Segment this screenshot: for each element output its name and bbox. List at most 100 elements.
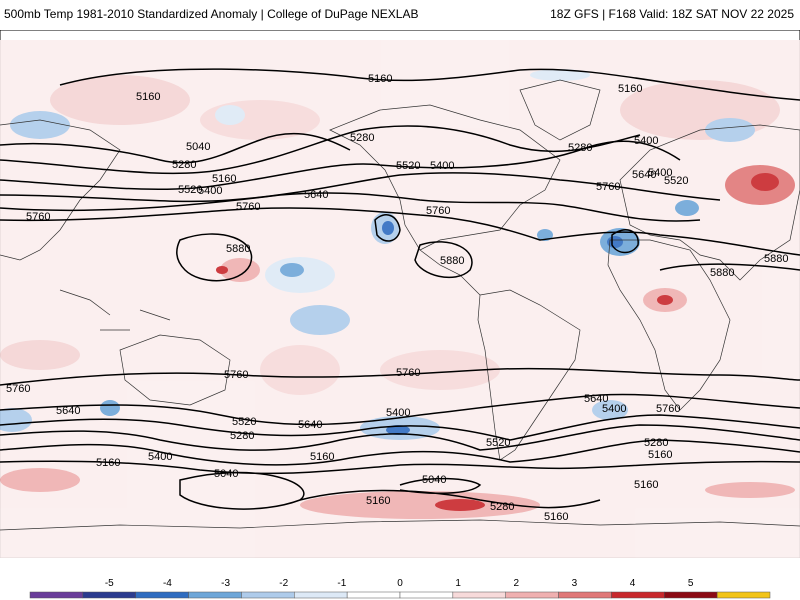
label-5160: 5160 [212, 173, 236, 185]
label-5760: 5760 [6, 383, 30, 395]
label-5040: 5040 [186, 141, 210, 153]
map-title: 500mb Temp 1981-2010 Standardized Anomal… [4, 7, 419, 21]
colorbar-tick-label: 5 [688, 578, 694, 589]
label-5280: 5280 [644, 437, 668, 449]
contour-5400-south [0, 424, 800, 451]
contour-5040-north [0, 132, 351, 164]
contour-5760-south [0, 367, 800, 386]
contour-low-pacific [374, 214, 401, 242]
label-5520: 5520 [486, 437, 510, 449]
colorbar-tick-label: -4 [163, 578, 172, 589]
label-5880: 5880 [440, 255, 464, 267]
label-5400: 5400 [148, 451, 172, 463]
label-5160: 5160 [136, 91, 160, 103]
label-5040: 5040 [214, 468, 238, 480]
label-5280: 5280 [350, 132, 374, 144]
label-5760: 5760 [26, 211, 50, 223]
colorbar-tick-label: 2 [514, 578, 520, 589]
label-5880: 5880 [226, 243, 250, 255]
map-header: 500mb Temp 1981-2010 Standardized Anomal… [0, 0, 800, 30]
label-5520: 5520 [232, 416, 256, 428]
label-5160: 5160 [634, 479, 658, 491]
colorbar-swatch [346, 591, 401, 599]
model-run-info: 18Z GFS | F168 Valid: 18Z SAT NOV 22 202… [550, 7, 794, 21]
label-5160: 5160 [618, 83, 642, 95]
colorbar-swatch [399, 591, 454, 599]
contour-low-atlantic [611, 229, 639, 254]
label-5400: 5400 [430, 160, 454, 172]
label-5160: 5160 [544, 511, 568, 523]
colorbar-tick-label: 1 [455, 578, 461, 589]
colorbar-swatch [135, 591, 189, 599]
contour-5880-africa [659, 263, 800, 271]
colorbar-swatch [505, 591, 559, 599]
label-5880: 5880 [764, 253, 788, 265]
contour-5400-north [0, 140, 681, 191]
label-5400: 5400 [634, 135, 658, 147]
label-5280: 5280 [230, 430, 254, 442]
contour-5160-north [59, 68, 800, 101]
label-5760: 5760 [236, 201, 260, 213]
label-5640: 5640 [584, 393, 608, 405]
colorbar-swatch [452, 591, 506, 599]
coastlines [0, 79, 800, 531]
contour-5280-south [0, 439, 800, 466]
colorbar-tick-label: -3 [221, 578, 230, 589]
colorbar-tick-label: -5 [105, 578, 114, 589]
label-5760: 5760 [224, 369, 248, 381]
label-5640: 5640 [304, 189, 328, 201]
colorbar-swatch [188, 591, 242, 599]
label-5520: 5520 [664, 175, 688, 187]
contour-5280-north [0, 125, 641, 175]
label-5640: 5640 [298, 419, 322, 431]
label-5400: 5400 [198, 185, 222, 197]
contour-5040-antarctic [399, 477, 482, 495]
label-5520: 5520 [396, 160, 420, 172]
contour-5760-north [0, 207, 800, 256]
label-5400: 5400 [648, 167, 672, 179]
label-5400: 5400 [386, 407, 410, 419]
label-5760: 5760 [426, 205, 450, 217]
colorbar-tick-label: 4 [630, 578, 636, 589]
contour-5880-atlantic [414, 241, 473, 279]
label-5760: 5760 [656, 403, 680, 415]
label-5520: 5520 [178, 184, 202, 196]
label-5040: 5040 [422, 474, 446, 486]
contour-5880-north [175, 233, 253, 282]
height-contours [0, 68, 800, 510]
colorbar-swatches [29, 591, 771, 599]
colorbar: -5 -4 -3 -2 -1 0 1 2 3 4 5 [29, 578, 771, 599]
colorbar-tick-label: -1 [337, 578, 346, 589]
contour-5640-north [0, 192, 701, 222]
colorbar-ticks: -5 -4 -3 -2 -1 0 1 2 3 4 5 [105, 578, 694, 589]
label-5640: 5640 [56, 405, 80, 417]
colorbar-swatch [558, 591, 612, 599]
label-5400: 5400 [602, 403, 626, 415]
colorbar-tick-label: 3 [572, 578, 578, 589]
label-5160: 5160 [648, 449, 672, 461]
colorbar-swatch [29, 591, 84, 599]
label-5160: 5160 [310, 451, 334, 463]
label-5160: 5160 [366, 495, 390, 507]
label-5280: 5280 [568, 142, 592, 154]
label-5160: 5160 [96, 457, 120, 469]
anomaly-map: 5160 5160 5160 5040 5280 5280 5280 5400 … [0, 30, 800, 558]
colorbar-swatch [716, 591, 771, 599]
colorbar-swatch [664, 591, 718, 599]
contour-5520-south [0, 414, 800, 441]
label-5760: 5760 [396, 367, 420, 379]
label-5880: 5880 [710, 267, 734, 279]
contour-5160-south [0, 460, 800, 475]
colorbar-tick-label: 0 [397, 578, 403, 589]
label-5160: 5160 [368, 73, 392, 85]
colorbar-tick-label: -2 [279, 578, 288, 589]
colorbar-swatch [241, 591, 295, 599]
anomaly-shading [0, 40, 800, 558]
contour-label-group: 5160 5160 5160 5040 5280 5280 5280 5400 … [6, 73, 788, 523]
colorbar-swatch [294, 591, 348, 599]
label-5280: 5280 [172, 159, 196, 171]
label-5640: 5640 [632, 169, 656, 181]
colorbar-swatch [611, 591, 665, 599]
label-5280: 5280 [490, 501, 514, 513]
label-5760: 5760 [596, 181, 620, 193]
